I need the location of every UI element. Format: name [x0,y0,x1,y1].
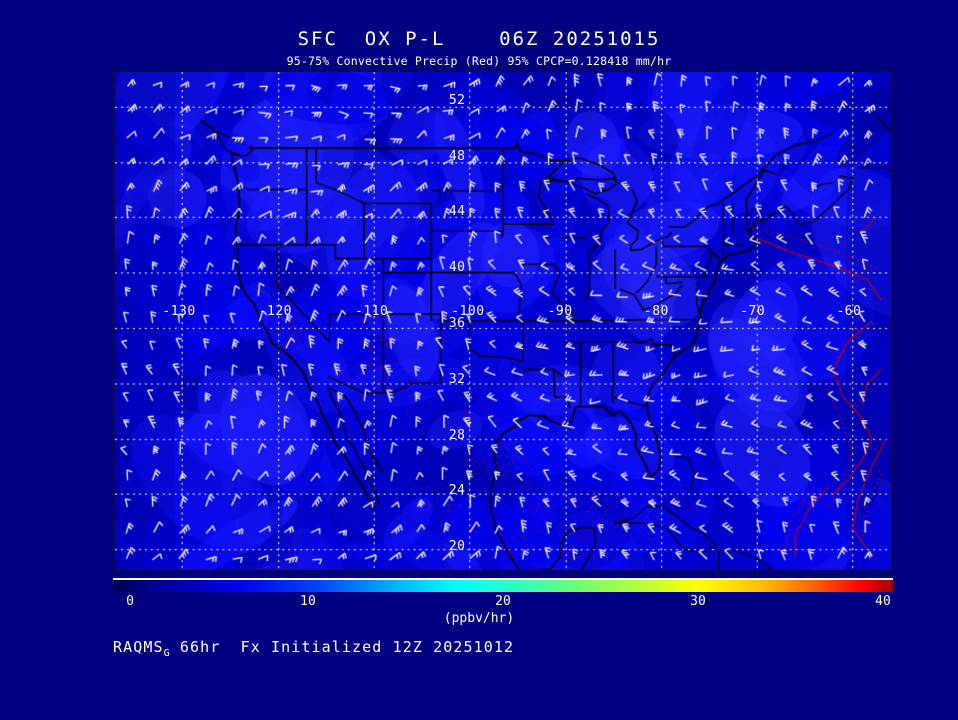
colorbar-tick-40: 40 [875,594,891,609]
colorbar-tick-0: 0 [126,594,134,609]
colorbar-gradient [113,580,893,592]
map-overlay-canvas [115,72,891,570]
page-title: SFC OX P-L 06Z 20251015 [297,28,661,50]
colorbar-top-rule [113,578,893,580]
colorbar[interactable] [113,578,893,592]
map-panel[interactable]: -130 -120 -110 -100 -90 -80 -70 -60 52 48 44 40 36 32… [113,70,893,572]
colorbar-units-label: (ppbv/hr) [443,611,515,626]
colorbar-tick-labels: 0 10 20 30 40 [113,594,893,610]
page-subtitle: 95-75% Convective Precip (Red) 95% CPCP=… [286,54,672,68]
model-name: RAQMS [113,638,164,656]
colorbar-tick-20: 20 [495,594,511,609]
colorbar-tick-30: 30 [690,594,706,609]
model-subscript: G [163,648,170,659]
model-run-info: 66hr Fx Initialized 12Z 20251012 [169,638,515,656]
colorbar-tick-10: 10 [300,594,316,609]
model-run-footer: RAQMSG 66hr Fx Initialized 12Z 20251012 [113,638,514,659]
